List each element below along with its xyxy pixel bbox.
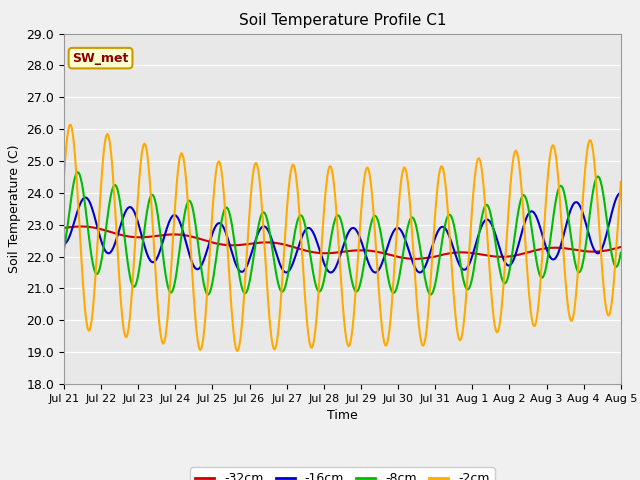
X-axis label: Time: Time — [327, 409, 358, 422]
Title: Soil Temperature Profile C1: Soil Temperature Profile C1 — [239, 13, 446, 28]
Text: SW_met: SW_met — [72, 52, 129, 65]
Y-axis label: Soil Temperature (C): Soil Temperature (C) — [8, 144, 21, 273]
Legend: -32cm, -16cm, -8cm, -2cm: -32cm, -16cm, -8cm, -2cm — [190, 468, 495, 480]
